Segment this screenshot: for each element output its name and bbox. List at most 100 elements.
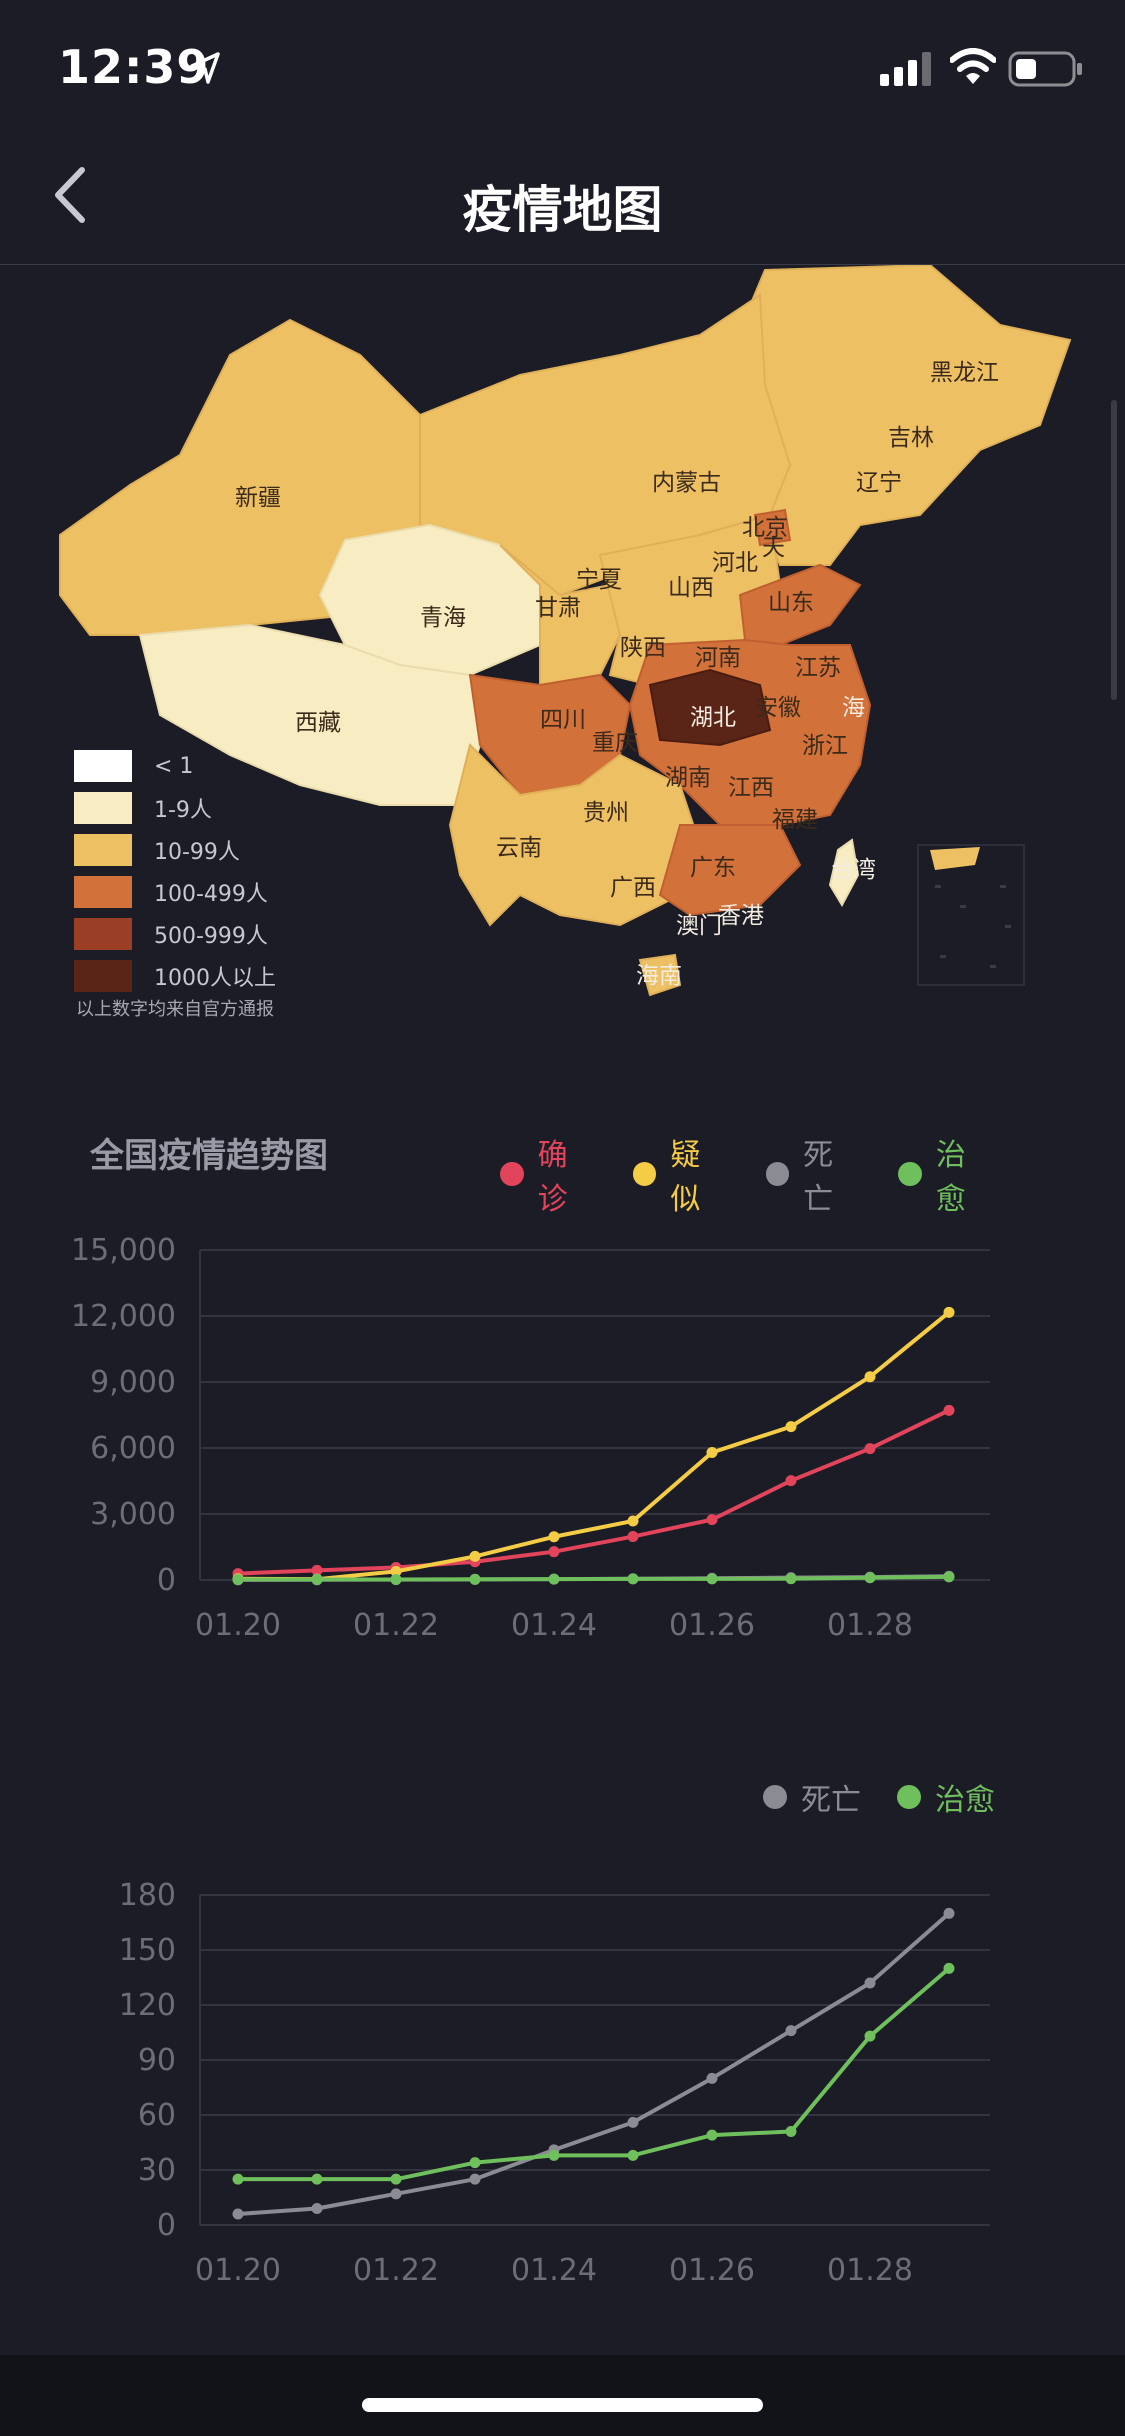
map-label: 吉林 xyxy=(888,425,934,451)
y-tick-label: 3,000 xyxy=(90,1497,176,1532)
data-point xyxy=(390,2188,402,2200)
legend-confirmed[interactable]: 确诊 xyxy=(500,1130,597,1218)
map-label: 天 xyxy=(762,535,785,561)
y-tick-label: 60 xyxy=(138,2098,176,2133)
legend-dot xyxy=(765,1162,790,1186)
map-region-taiwan[interactable] xyxy=(828,838,860,908)
y-tick-label: 0 xyxy=(157,2208,176,2243)
legend-item: 1000人以上 xyxy=(74,955,276,997)
data-point xyxy=(390,1573,402,1585)
data-point xyxy=(627,2149,639,2161)
data-point xyxy=(627,1531,639,1543)
legend-label: 1-9人 xyxy=(154,798,212,823)
legend-item: 500-999人 xyxy=(74,913,276,955)
legend-label: 1000人以上 xyxy=(154,966,276,991)
wifi-icon xyxy=(950,48,996,84)
y-tick-label: 120 xyxy=(119,1988,176,2023)
series-line xyxy=(238,1574,950,1582)
legend-dot xyxy=(898,1162,922,1186)
data-point xyxy=(548,2149,560,2161)
y-tick-label: 0 xyxy=(157,1563,176,1598)
map-label: 海 xyxy=(842,695,865,721)
map-label: 台湾 xyxy=(830,857,876,883)
south-china-sea-inset xyxy=(917,844,1025,986)
x-tick-label: 01.28 xyxy=(827,1608,913,1643)
legend-dot xyxy=(500,1162,524,1186)
x-tick-label: 01.20 xyxy=(195,1608,281,1643)
data-point xyxy=(943,1404,955,1416)
legend-suspected[interactable]: 疑似 xyxy=(632,1130,730,1218)
data-point xyxy=(469,2173,481,2185)
x-tick-label: 01.26 xyxy=(669,2253,755,2288)
y-tick-label: 12,000 xyxy=(71,1299,176,1334)
data-point xyxy=(548,1546,560,1558)
legend-item: 100-499人 xyxy=(74,871,276,913)
map-source-note: 以上数字均来自官方通报 xyxy=(76,999,274,1020)
home-bar-area xyxy=(0,2355,1125,2436)
legend-label: 100-499人 xyxy=(154,882,268,907)
legend-deaths[interactable]: 死亡 xyxy=(763,1775,861,1819)
trend-chart-main: 0 3,000 6,000 9,000 12,000 15,000 01.20 01.22 01… xyxy=(71,1233,990,1643)
map-label: 湖南 xyxy=(665,765,711,791)
legend-swatch xyxy=(74,960,132,992)
data-point xyxy=(785,2126,797,2137)
legend-item: 10-99人 xyxy=(74,829,276,871)
data-point xyxy=(311,1573,323,1585)
data-point xyxy=(311,2173,323,2185)
map-label: 广西 xyxy=(610,875,656,901)
legend-item: 1-9人 xyxy=(74,787,276,829)
map-label: 新疆 xyxy=(235,485,281,511)
data-point xyxy=(943,1962,955,1974)
status-bar: 12:39 xyxy=(0,0,1125,130)
trend-chart-title: 全国疫情趋势图 xyxy=(90,1136,328,1176)
page-title: 疫情地图 xyxy=(462,181,663,239)
x-tick-label: 01.22 xyxy=(353,2253,439,2288)
legend-cured[interactable]: 治愈 xyxy=(897,1775,995,1819)
legend-cured[interactable]: 治愈 xyxy=(898,1130,995,1218)
map-label: 辽宁 xyxy=(856,470,902,496)
data-point xyxy=(311,1564,323,1576)
legend-label: 疑似 xyxy=(670,1138,701,1217)
trend-chart-deaths-cured: 0 30 60 90 120 150 180 01.20 01.22 01.24 01.26 01.2… xyxy=(119,1878,990,2288)
legend-label: 10-99人 xyxy=(154,840,240,865)
data-point xyxy=(943,1571,955,1583)
y-tick-label: 15,000 xyxy=(71,1233,176,1268)
home-indicator[interactable] xyxy=(362,2398,763,2412)
x-tick-label: 01.20 xyxy=(195,2253,281,2288)
map-region-qinghai[interactable] xyxy=(318,523,541,677)
y-tick-label: 30 xyxy=(138,2153,176,2188)
data-point xyxy=(390,2173,402,2185)
data-point xyxy=(785,1475,797,1487)
data-point xyxy=(232,1573,244,1585)
map-region-hainan[interactable] xyxy=(638,953,682,997)
map-label: 甘肃 xyxy=(535,595,581,621)
map-label: 云南 xyxy=(496,835,542,861)
map-label: 澳门 xyxy=(676,913,722,939)
map-label: 江苏 xyxy=(795,655,841,681)
series-line xyxy=(237,1408,950,1576)
scrollbar[interactable] xyxy=(1111,400,1117,700)
legend-swatch xyxy=(74,750,132,782)
data-point xyxy=(864,1572,876,1584)
y-tick-label: 150 xyxy=(119,1933,176,1968)
series-line xyxy=(237,1911,951,2216)
legend-deaths[interactable]: 死亡 xyxy=(765,1130,863,1218)
map-label: 山西 xyxy=(668,575,714,601)
map-label: 香港 xyxy=(718,903,764,929)
data-point xyxy=(390,1565,402,1577)
map-region-guangdong[interactable] xyxy=(658,824,802,917)
map-label: 四川 xyxy=(540,707,586,733)
map-label: 福建 xyxy=(772,807,818,833)
map-legend: < 1 1-9人 10-99人 100-499人 500-999人 1000人以… xyxy=(74,745,276,997)
map-label: 广东 xyxy=(690,855,736,881)
map-label: 宁夏 xyxy=(576,567,622,593)
data-point xyxy=(232,2173,244,2185)
map-label: 北京 xyxy=(742,515,788,541)
location-arrow-icon xyxy=(190,52,220,84)
back-button[interactable] xyxy=(44,160,104,230)
map-label: 浙江 xyxy=(802,733,848,759)
data-point xyxy=(864,1371,876,1383)
map-region-beijing[interactable] xyxy=(753,508,792,547)
map-region-hubei[interactable] xyxy=(648,668,772,747)
status-time: 12:39 xyxy=(58,40,210,94)
